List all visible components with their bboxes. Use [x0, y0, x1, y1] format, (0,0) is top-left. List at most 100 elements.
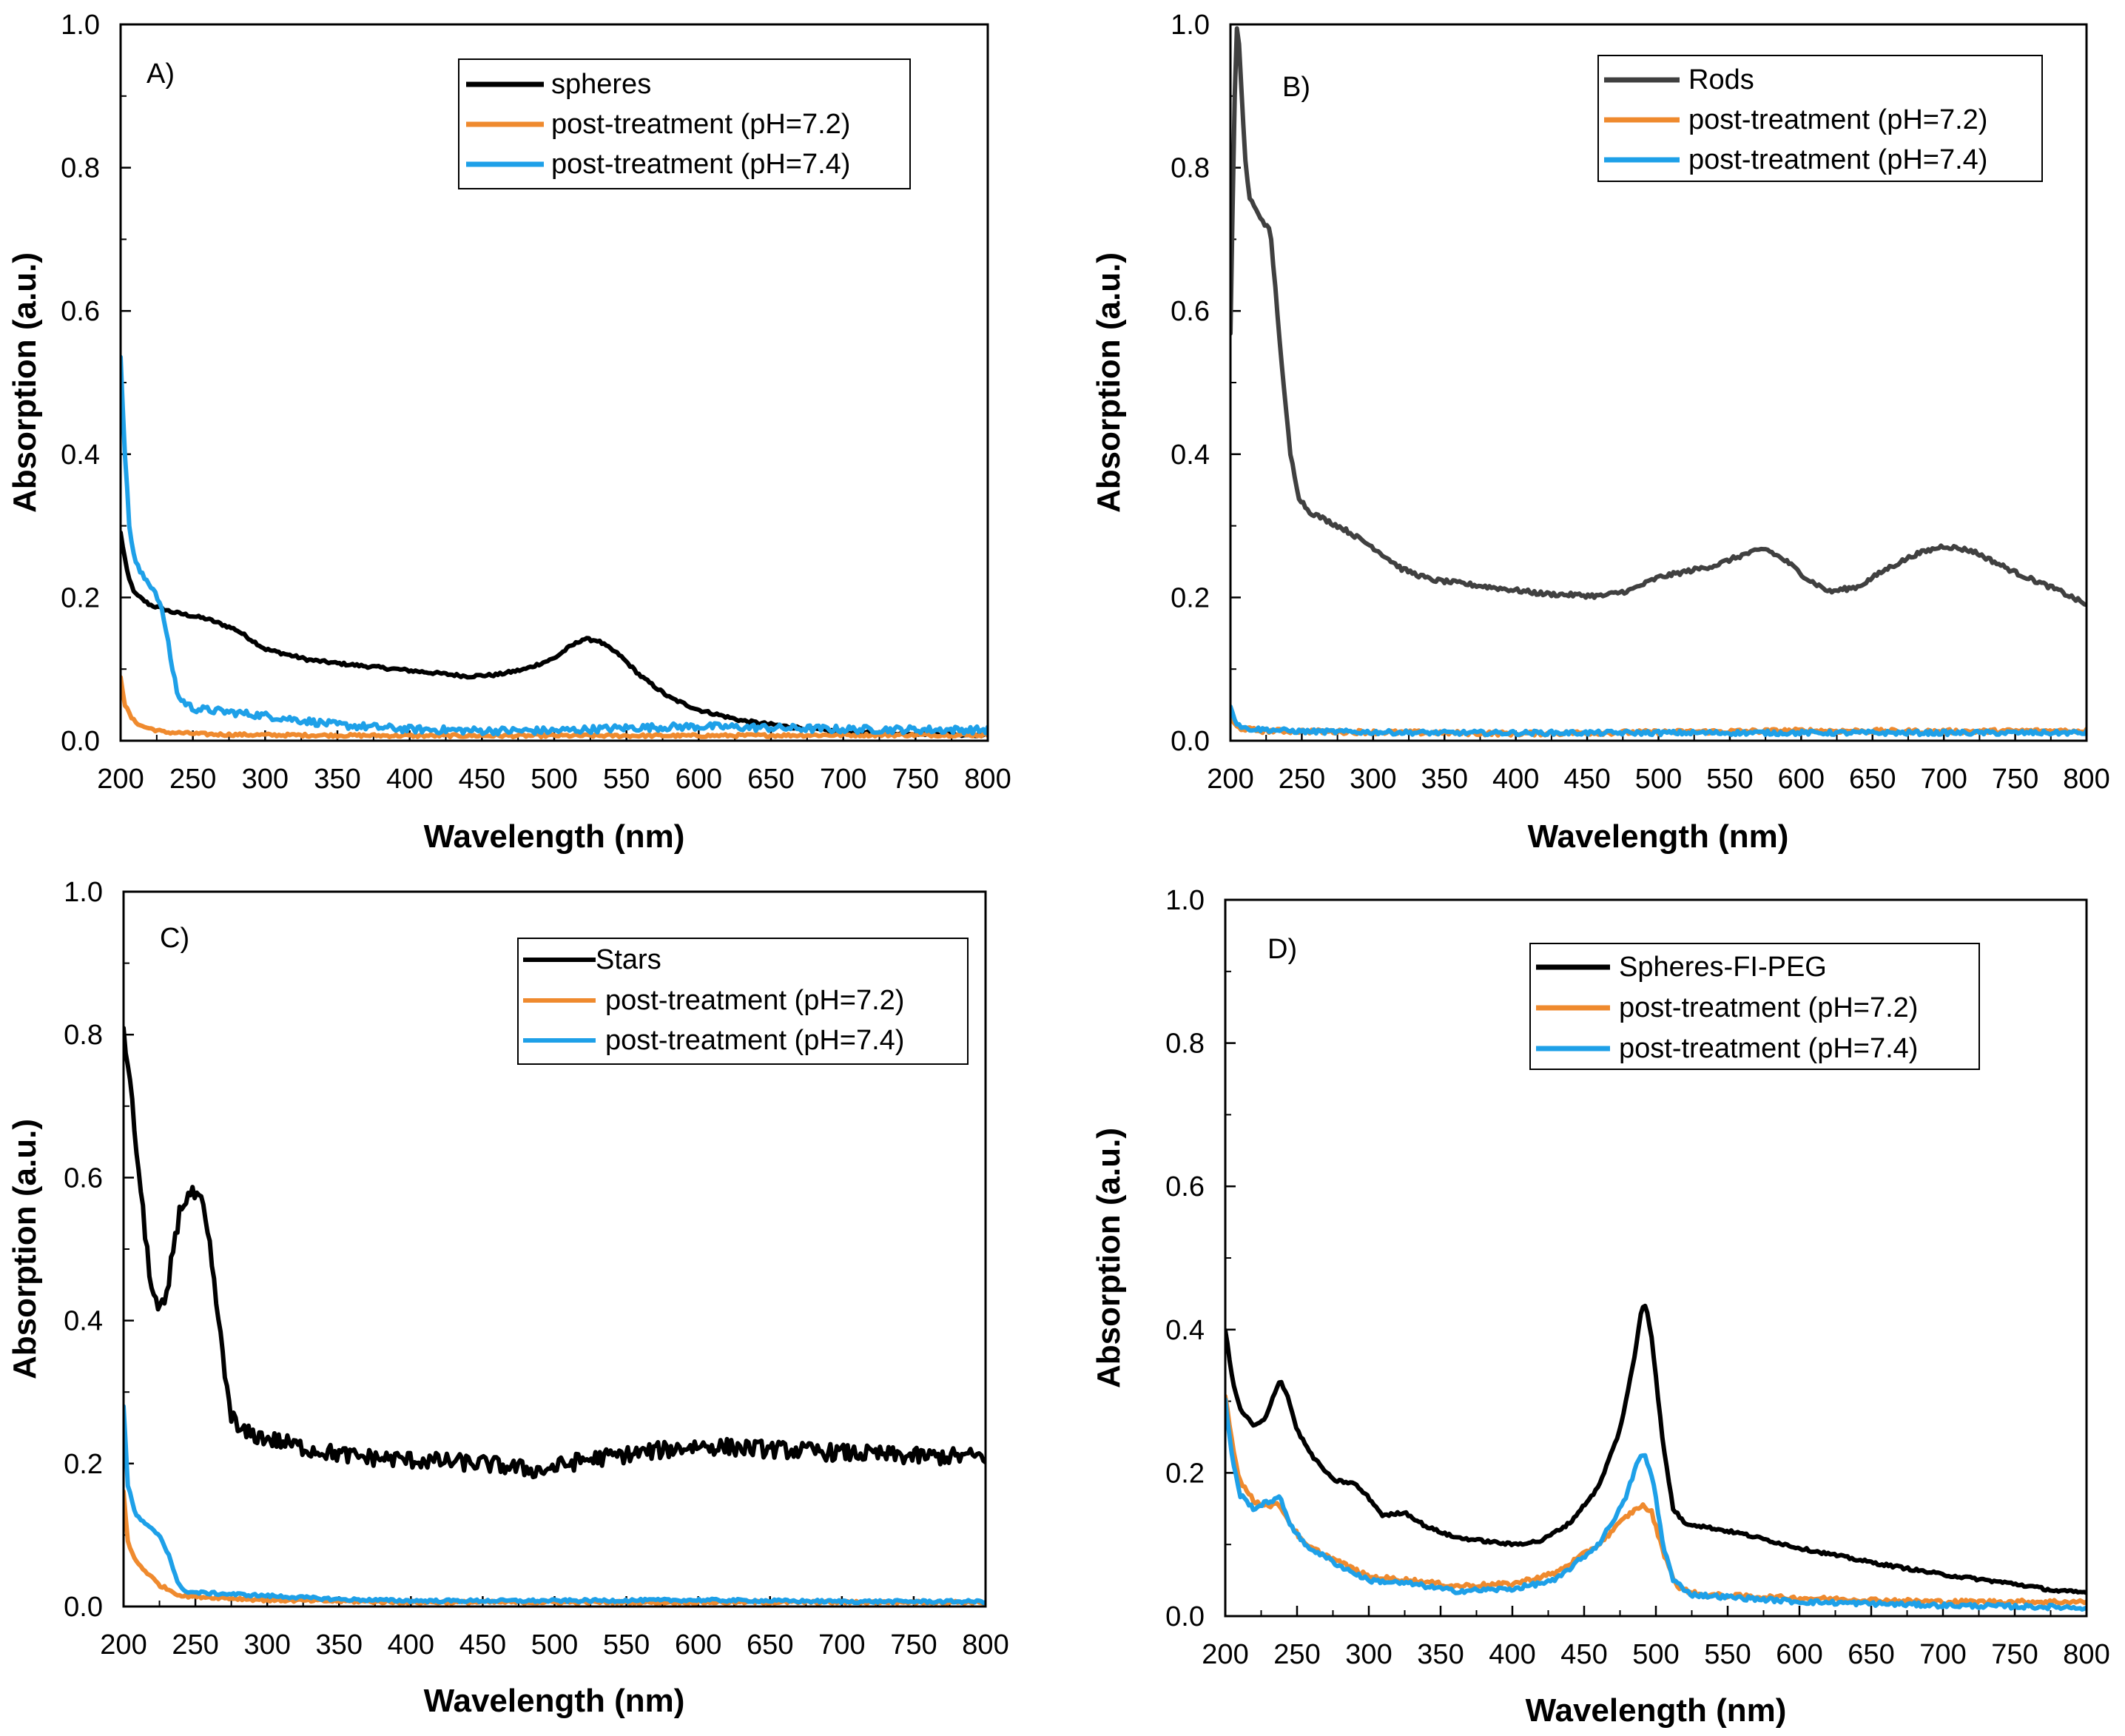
- panel-d-x-tick-label: 600: [1776, 1639, 1822, 1670]
- panel-a-x-tick-label: 500: [531, 764, 577, 795]
- panel-a-y-tick-label: 0.2: [61, 582, 100, 613]
- panel-d-x-tick-label: 350: [1417, 1639, 1464, 1670]
- series-line-post-treatment-ph-7-2: [124, 1489, 986, 1607]
- panel-a-x-tick-label: 350: [314, 764, 360, 795]
- series-line-spheres-fi-peg: [1225, 1303, 2087, 1595]
- panel-c-x-tick-label: 250: [172, 1629, 218, 1661]
- panel-d-legend-label-ph72: post-treatment (pH=7.2): [1619, 992, 1918, 1023]
- panel-b-plot-frame: [1229, 23, 2088, 742]
- series-line-stars: [124, 1026, 986, 1480]
- panel-b-x-tick-label: 800: [2063, 764, 2109, 795]
- panel-a-y-tick-label: 0.0: [61, 726, 100, 757]
- panel-d-x-tick-label: 800: [2063, 1639, 2109, 1670]
- panel-a-x-tick-label: 700: [820, 764, 866, 795]
- panel-a-y-tick-label: 0.6: [61, 296, 100, 327]
- panel-c-x-tick-label: 600: [675, 1629, 721, 1661]
- panel-d-x-tick-label: 450: [1560, 1639, 1607, 1670]
- panel-a: 200 250 300 350 400 450 500 550 600 650 …: [7, 10, 1011, 855]
- panel-a-x-tick-label: 400: [386, 764, 433, 795]
- panel-c-legend-label-stars: Stars: [596, 944, 661, 975]
- panel-d-x-tick-label: 200: [1202, 1639, 1248, 1670]
- panel-a-y-tick-label: 0.4: [61, 440, 100, 471]
- panel-b-y-tick-label: 0.6: [1171, 296, 1210, 327]
- panel-c-y-tick-label: 0.2: [64, 1449, 103, 1480]
- series-line-post-treatment-ph-7-4: [1225, 1397, 2087, 1612]
- panel-c-x-axis-title: Wavelength (nm): [424, 1683, 685, 1719]
- panel-d-x-tick-label: 650: [1848, 1639, 1894, 1670]
- panel-a-legend-label-ph72: post-treatment (pH=7.2): [551, 109, 850, 140]
- panel-b-x-tick-label: 300: [1350, 764, 1396, 795]
- series-line-post-treatment-ph-7-2: [121, 675, 988, 740]
- panel-c-legend: Stars post-treatment (pH=7.2) post-treat…: [517, 938, 969, 1065]
- panel-a-y-tick-label: 1.0: [61, 10, 100, 41]
- panel-d-y-axis-title: Absorption (a.u.): [1091, 1128, 1127, 1388]
- panel-d-y-tick-label: 0.2: [1165, 1458, 1205, 1489]
- panel-d-x-tick-label: 300: [1345, 1639, 1392, 1670]
- panel-d-x-tick-label: 250: [1273, 1639, 1320, 1670]
- panel-b-x-tick-label: 700: [1920, 764, 1967, 795]
- series-line-rods: [1230, 26, 2087, 608]
- panel-c-x-tick-label: 800: [962, 1629, 1008, 1661]
- panel-d-x-tick-labels: 200 250 300 350 400 450 500 550 600 650 …: [1202, 1639, 2109, 1670]
- panel-d-y-tick-label: 0.4: [1165, 1315, 1205, 1346]
- panel-d-legend: Spheres-FI-PEG post-treatment (pH=7.2) p…: [1529, 943, 1980, 1070]
- panel-d-y-tick-label: 0.8: [1165, 1029, 1205, 1060]
- panel-d-y-tick-label: 0.6: [1165, 1171, 1205, 1202]
- panel-a-x-tick-label: 600: [676, 764, 722, 795]
- panel-b-legend: Rods post-treatment (pH=7.2) post-treatm…: [1597, 55, 2043, 182]
- panel-a-x-tick-label: 650: [747, 764, 794, 795]
- panel-c-x-tick-label: 650: [747, 1629, 793, 1661]
- panel-a-y-tick-labels: 0.0 0.2 0.4 0.6 0.8 1.0: [61, 10, 100, 757]
- panel-b-x-tick-label: 550: [1706, 764, 1753, 795]
- panel-c-x-tick-label: 750: [890, 1629, 937, 1661]
- panel-d-series: [1225, 1303, 2087, 1612]
- panel-b-label: B): [1282, 72, 1310, 103]
- series-line-post-treatment-ph-7-4: [121, 354, 988, 737]
- panel-b-x-tick-label: 450: [1563, 764, 1610, 795]
- panel-c-x-tick-label: 550: [603, 1629, 650, 1661]
- panel-b-y-axis-title: Absorption (a.u.): [1091, 252, 1127, 513]
- panel-a-x-tick-label: 750: [892, 764, 939, 795]
- panel-c-x-tick-label: 400: [388, 1629, 434, 1661]
- panel-c-y-tick-label: 1.0: [64, 877, 103, 908]
- panel-a-x-tick-label: 200: [97, 764, 144, 795]
- panel-b: 200 250 300 350 400 450 500 550 600 650 …: [1091, 10, 2110, 855]
- panel-a-x-tick-label: 300: [242, 764, 289, 795]
- panel-b-x-tick-label: 200: [1207, 764, 1253, 795]
- panel-c-x-tick-label: 300: [243, 1629, 290, 1661]
- panel-c-x-tick-label: 350: [316, 1629, 363, 1661]
- panel-d-x-tick-label: 750: [1991, 1639, 2038, 1670]
- panel-b-y-tick-label: 0.0: [1171, 726, 1210, 757]
- panel-c-x-tick-labels: 200 250 300 350 400 450 500 550 600 650 …: [100, 1629, 1008, 1661]
- panel-c-series: [124, 1026, 986, 1607]
- panel-d-x-axis-title: Wavelength (nm): [1526, 1692, 1787, 1729]
- panel-d-x-tick-label: 500: [1632, 1639, 1679, 1670]
- panel-c-x-tick-label: 200: [100, 1629, 147, 1661]
- panel-d-label: D): [1267, 934, 1297, 965]
- panel-c-y-tick-label: 0.6: [64, 1163, 103, 1194]
- panel-a-x-tick-label: 450: [459, 764, 505, 795]
- panel-c-x-tick-label: 450: [459, 1629, 506, 1661]
- panel-a-x-axis-title: Wavelength (nm): [424, 818, 685, 855]
- panel-b-x-tick-label: 400: [1492, 764, 1539, 795]
- panel-b-legend-label-ph74: post-treatment (pH=7.4): [1688, 144, 1987, 175]
- panel-d-y-tick-label: 0.0: [1165, 1601, 1205, 1632]
- panel-c-y-tick-label: 0.8: [64, 1020, 103, 1051]
- panel-b-x-tick-label: 350: [1421, 764, 1468, 795]
- panel-b-series: [1230, 26, 2087, 738]
- panel-d-legend-label-ph74: post-treatment (pH=7.4): [1619, 1033, 1918, 1064]
- panel-d-x-tick-label: 700: [1919, 1639, 1966, 1670]
- panel-c-x-tick-label: 500: [531, 1629, 578, 1661]
- panel-b-y-tick-label: 0.4: [1171, 440, 1210, 471]
- panel-c-y-axis-title: Absorption (a.u.): [7, 1119, 43, 1379]
- panel-c-x-tick-label: 700: [818, 1629, 865, 1661]
- panel-a-y-tick-label: 0.8: [61, 153, 100, 184]
- panel-c-legend-label-ph74: post-treatment (pH=7.4): [605, 1025, 904, 1056]
- panel-b-legend-label-ph72: post-treatment (pH=7.2): [1688, 104, 1987, 135]
- panel-a-label: A): [147, 58, 175, 90]
- panel-a-plot-frame: [119, 23, 989, 742]
- panel-c-legend-label-ph72: post-treatment (pH=7.2): [605, 985, 904, 1016]
- panel-b-x-tick-label: 650: [1849, 764, 1896, 795]
- panel-d-y-tick-labels: 0.0 0.2 0.4 0.6 0.8 1.0: [1165, 885, 1205, 1632]
